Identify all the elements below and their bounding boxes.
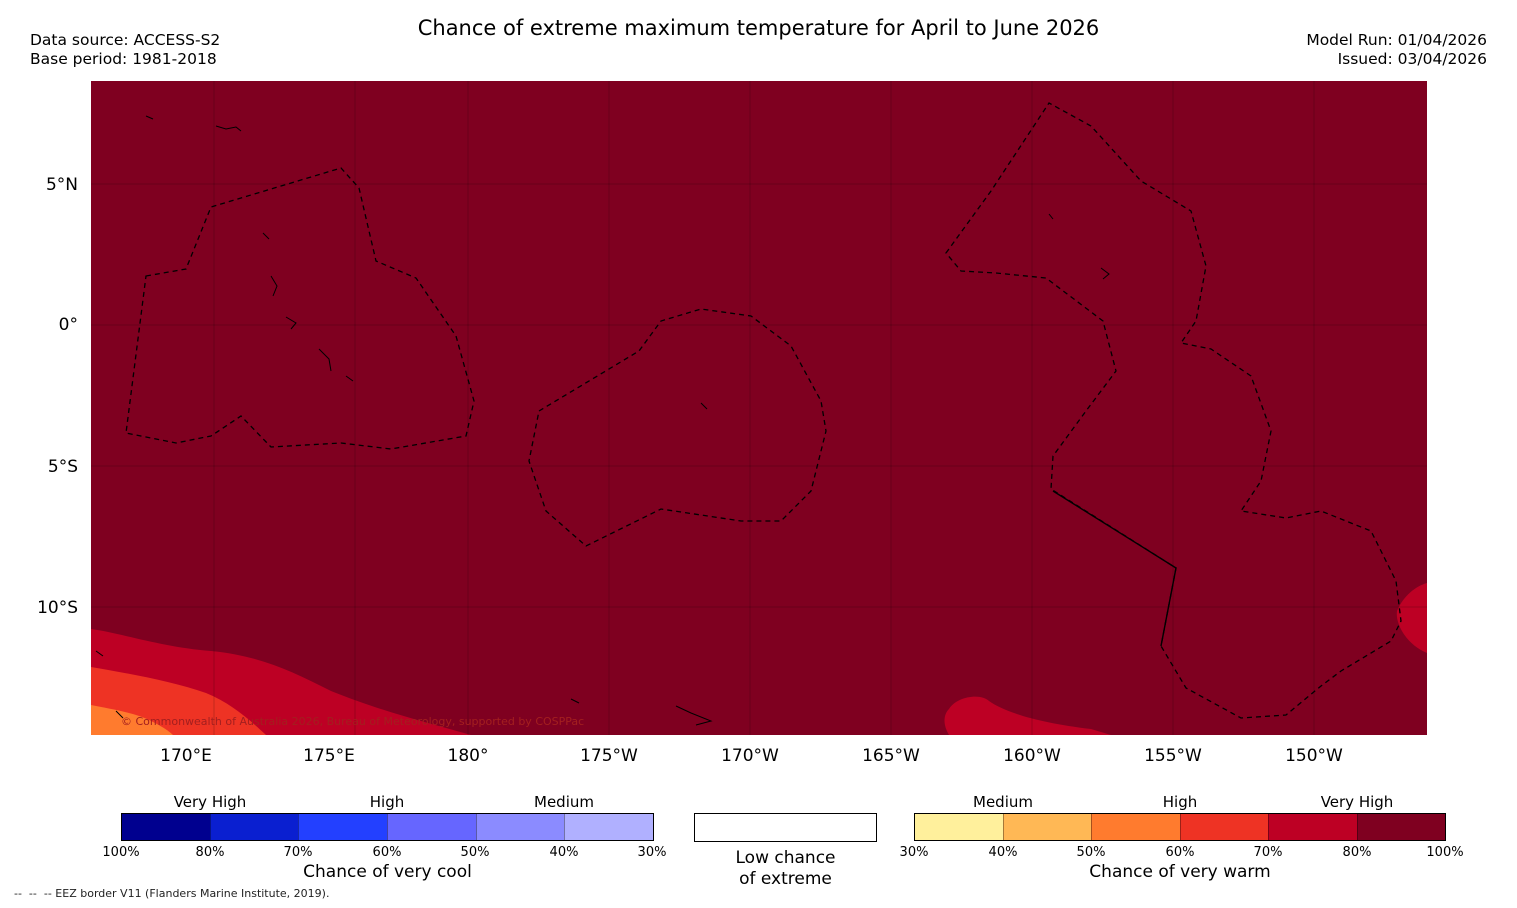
eez-kiribati-phoenix	[528, 308, 827, 547]
low-chance-caption: Low chance of extreme	[694, 848, 877, 890]
cool-swatch-40-30	[564, 814, 654, 840]
base-period-text: Base period: 1981-2018	[30, 50, 217, 68]
lon-label-160w: 160°W	[1003, 746, 1061, 766]
cool-tick: 80%	[195, 845, 225, 860]
warm-patch-east	[1396, 583, 1427, 653]
map-gridlines	[91, 81, 1427, 735]
map-canvas	[91, 81, 1427, 735]
lon-label-175w: 175°W	[580, 746, 638, 766]
warm-tick: 100%	[1426, 845, 1464, 860]
cool-header-medium: Medium	[534, 793, 594, 811]
low-chance-line2: of extreme	[739, 869, 832, 889]
low-chance-line1: Low chance	[735, 848, 836, 868]
copyright-notice: © Commonwealth of Australia 2026, Bureau…	[121, 715, 585, 728]
warm-tick: 70%	[1253, 845, 1283, 860]
warm-colorbar	[914, 813, 1446, 841]
chart-title: Chance of extreme maximum temperature fo…	[417, 16, 1100, 40]
cool-tick: 50%	[460, 845, 490, 860]
cool-tick: 60%	[372, 845, 402, 860]
low-chance-swatch	[694, 813, 877, 842]
warm-tick: 50%	[1076, 845, 1106, 860]
cool-tick: 30%	[637, 845, 667, 860]
warm-swatch-40-50	[1002, 814, 1091, 840]
very-high-warm-region	[91, 81, 1427, 735]
warm-header-medium: Medium	[973, 793, 1033, 811]
lon-label-180: 180°	[447, 746, 489, 766]
cool-header-very-high: Very High	[173, 793, 247, 811]
warm-swatch-80-100	[1356, 814, 1445, 840]
warm-swatch-50-60	[1091, 814, 1180, 840]
islands	[95, 115, 1110, 726]
lon-label-155w: 155°W	[1144, 746, 1202, 766]
warm-tick: 40%	[988, 845, 1018, 860]
warm-header-high: High	[1162, 793, 1198, 811]
solid-boundary-line	[1052, 490, 1177, 647]
warm-tick: 30%	[899, 845, 929, 860]
warm-tick: 80%	[1342, 845, 1372, 860]
cool-tick: 40%	[549, 845, 579, 860]
lon-label-175e: 175°E	[303, 746, 355, 766]
lat-label-0: 0°	[58, 315, 78, 335]
lon-label-165w: 165°W	[862, 746, 920, 766]
cool-header-high: High	[369, 793, 405, 811]
cool-swatch-50-40	[475, 814, 565, 840]
eez-kiribati-line	[945, 102, 1402, 719]
cool-swatch-60-50	[387, 814, 476, 840]
warm-swatch-70-80	[1268, 814, 1357, 840]
warm-swatch-60-70	[1179, 814, 1268, 840]
lon-label-170w: 170°W	[721, 746, 779, 766]
warm-tick: 60%	[1165, 845, 1195, 860]
model-run-text: Model Run: 01/04/2026	[1306, 31, 1487, 49]
warm-swatch-30-40	[915, 814, 1003, 840]
eez-kiribati-gilbert	[125, 167, 475, 450]
medium-low-warm-region	[91, 705, 173, 735]
cool-tick: 70%	[283, 845, 313, 860]
eez-borders	[125, 102, 1402, 719]
lat-label-5s: 5°S	[47, 457, 78, 477]
lon-label-170e: 170°E	[160, 746, 212, 766]
warm-caption: Chance of very warm	[1089, 862, 1271, 882]
data-source-text: Data source: ACCESS-S2	[30, 31, 221, 49]
warm-patch-south	[944, 696, 1111, 735]
cool-swatch-70-60	[298, 814, 388, 840]
warm-header-very-high: Very High	[1320, 793, 1394, 811]
cool-caption: Chance of very cool	[303, 862, 472, 882]
issued-text: Issued: 03/04/2026	[1337, 50, 1487, 68]
eez-footnote: -- -- -- EEZ border V11 (Flanders Marine…	[14, 887, 330, 900]
forecast-map: © Commonwealth of Australia 2026, Bureau…	[91, 81, 1427, 735]
lon-label-150w: 150°W	[1285, 746, 1343, 766]
lat-label-5n: 5°N	[45, 175, 78, 195]
cool-swatch-80-70	[209, 814, 299, 840]
cool-swatch-100-80	[122, 814, 210, 840]
data-source-info: Data source: ACCESS-S2 Base period: 1981…	[30, 31, 220, 69]
lat-label-10s: 10°S	[37, 598, 78, 618]
model-run-info: Model Run: 01/04/2026 Issued: 03/04/2026	[1306, 31, 1487, 69]
cool-colorbar	[121, 813, 654, 841]
cool-tick: 100%	[102, 845, 140, 860]
